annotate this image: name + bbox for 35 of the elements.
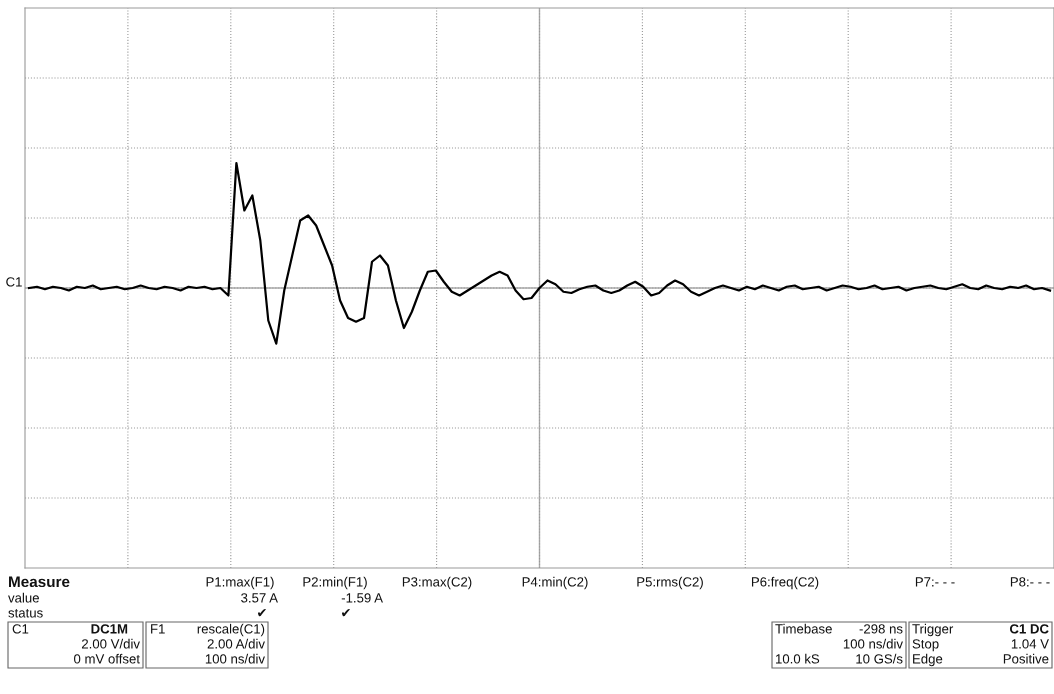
text: P5:rms(C2) [637, 576, 703, 590]
text: Timebase [775, 623, 832, 634]
text: 2.00 A/div [207, 638, 265, 649]
text: Positive [1003, 653, 1049, 664]
text: P2:min(F1) [303, 576, 367, 590]
text: -298 ns [859, 624, 903, 634]
text: P1:max(F1) [206, 576, 274, 590]
text: 10.0 kS [776, 653, 820, 664]
text: P3:max(C2) [402, 576, 472, 590]
text: C1 [6, 277, 22, 287]
text: 10 GS/s [856, 653, 903, 664]
text: Trigger [912, 623, 954, 637]
text: DC1M [91, 624, 128, 634]
text: C1 DC [1009, 624, 1049, 634]
text: P6:freq(C2) [751, 576, 819, 590]
text: 2.00 V/div [81, 638, 140, 649]
text: C1 [12, 624, 29, 634]
text: value [8, 592, 39, 603]
text: Measure [9, 576, 70, 588]
text: Edge [913, 653, 943, 667]
text: ✔ [258, 609, 266, 617]
text: P8:- - - [1010, 577, 1050, 587]
text: Stop [912, 639, 939, 652]
text: ✔ [342, 609, 350, 617]
text: 1.04 V [1011, 639, 1049, 649]
text: P4:min(C2) [522, 576, 588, 590]
text: P7:- - - [915, 577, 955, 587]
text: status [8, 608, 43, 618]
text: 100 ns/div [205, 653, 265, 664]
text: 0 mV offset [74, 653, 140, 664]
text: 3.57 A [241, 593, 278, 603]
text: -1.59 A [341, 593, 383, 603]
text: 100 ns/div [843, 638, 903, 649]
text: F1 [151, 624, 165, 634]
text: rescale(C1) [197, 623, 265, 637]
